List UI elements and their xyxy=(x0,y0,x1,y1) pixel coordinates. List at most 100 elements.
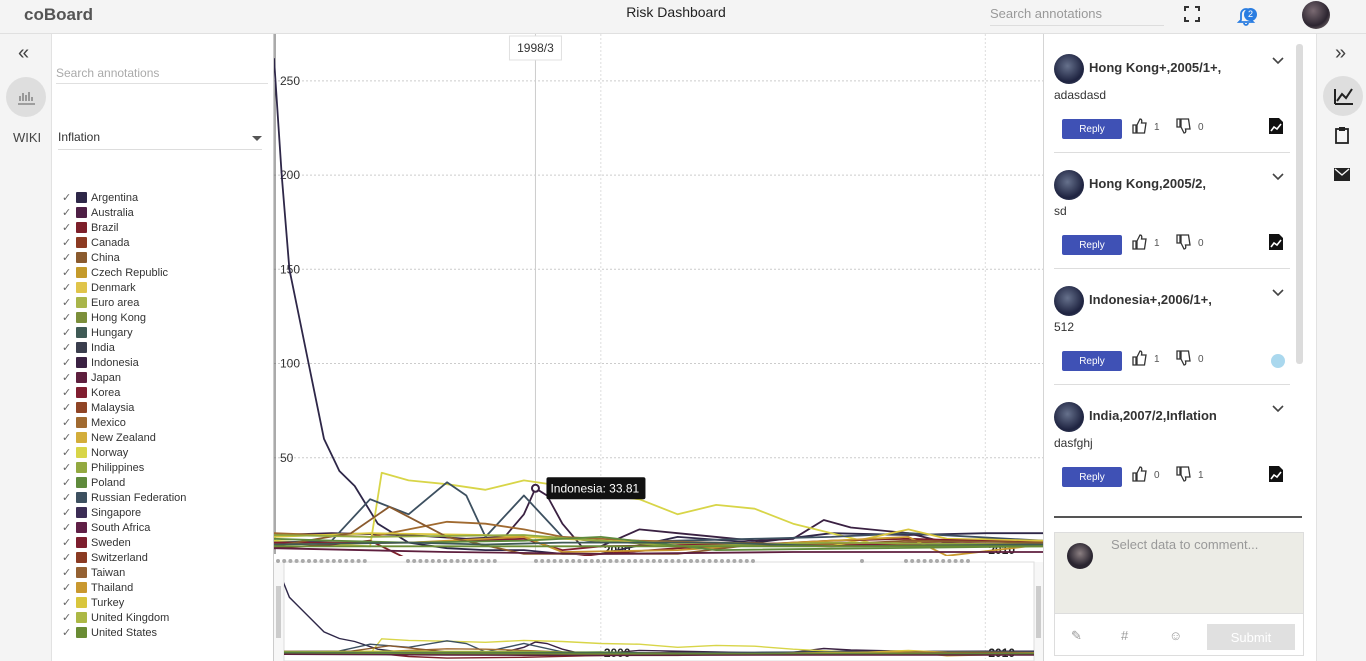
wiki-nav-link[interactable]: WIKI xyxy=(13,130,42,145)
checkmark-icon[interactable]: ✓ xyxy=(62,521,72,534)
chart-document-icon[interactable] xyxy=(1268,117,1284,135)
checkmark-icon[interactable]: ✓ xyxy=(62,401,72,414)
checkmark-icon[interactable]: ✓ xyxy=(62,206,72,219)
collapse-left-button[interactable]: « xyxy=(18,42,30,64)
checkmark-icon[interactable]: ✓ xyxy=(62,551,72,564)
country-item[interactable]: ✓ United States xyxy=(62,625,186,640)
country-item[interactable]: ✓ Malaysia xyxy=(62,400,186,415)
country-item[interactable]: ✓ Russian Federation xyxy=(62,490,186,505)
country-item[interactable]: ✓ Norway xyxy=(62,445,186,460)
thumbs-up-icon[interactable] xyxy=(1132,118,1148,134)
checkmark-icon[interactable]: ✓ xyxy=(62,461,72,474)
pencil-icon[interactable]: ✎ xyxy=(1071,628,1082,643)
checkmark-icon[interactable]: ✓ xyxy=(62,416,72,429)
checkmark-icon[interactable]: ✓ xyxy=(62,596,72,609)
checkmark-icon[interactable]: ✓ xyxy=(62,506,72,519)
comment-avatar[interactable] xyxy=(1054,54,1084,84)
hashtag-icon[interactable]: # xyxy=(1121,628,1129,643)
country-item[interactable]: ✓ Indonesia xyxy=(62,355,186,370)
mail-icon[interactable] xyxy=(1334,168,1350,181)
chart-document-icon[interactable] xyxy=(1268,233,1284,251)
checkmark-icon[interactable]: ✓ xyxy=(62,191,72,204)
checkmark-icon[interactable]: ✓ xyxy=(62,476,72,489)
comments-scrollbar[interactable] xyxy=(1296,44,1303,364)
country-item[interactable]: ✓ Japan xyxy=(62,370,186,385)
checkmark-icon[interactable]: ✓ xyxy=(62,491,72,504)
checkmark-icon[interactable]: ✓ xyxy=(62,386,72,399)
country-item[interactable]: ✓ Czech Republic xyxy=(62,265,186,280)
country-item[interactable]: ✓ Sweden xyxy=(62,535,186,550)
chevron-down-icon[interactable] xyxy=(1272,288,1284,298)
checkmark-icon[interactable]: ✓ xyxy=(62,371,72,384)
country-item[interactable]: ✓ United Kingdom xyxy=(62,610,186,625)
country-item[interactable]: ✓ China xyxy=(62,250,186,265)
country-item[interactable]: ✓ Canada xyxy=(62,235,186,250)
indicator-select[interactable]: Inflation xyxy=(58,130,262,150)
country-item[interactable]: ✓ Hungary xyxy=(62,325,186,340)
submit-button[interactable]: Submit xyxy=(1207,624,1295,650)
reply-button[interactable]: Reply xyxy=(1062,119,1122,139)
country-item[interactable]: ✓ Australia xyxy=(62,205,186,220)
country-item[interactable]: ✓ Korea xyxy=(62,385,186,400)
checkmark-icon[interactable]: ✓ xyxy=(62,281,72,294)
top-search-input[interactable] xyxy=(990,2,1164,26)
filter-search-input[interactable] xyxy=(56,62,268,84)
chart-nav-button[interactable] xyxy=(6,77,46,117)
app-logo[interactable]: coBoard xyxy=(24,5,93,24)
country-item[interactable]: ✓ India xyxy=(62,340,186,355)
checkmark-icon[interactable]: ✓ xyxy=(62,326,72,339)
comment-title[interactable]: Hong Kong+,2005/1+, xyxy=(1089,60,1222,75)
chart-document-icon[interactable] xyxy=(1268,465,1284,483)
checkmark-icon[interactable]: ✓ xyxy=(62,311,72,324)
country-item[interactable]: ✓ Mexico xyxy=(62,415,186,430)
emoji-icon[interactable]: ☺ xyxy=(1169,628,1183,643)
checkmark-icon[interactable]: ✓ xyxy=(62,221,72,234)
country-item[interactable]: ✓ Thailand xyxy=(62,580,186,595)
chart-annotations-button[interactable] xyxy=(1323,76,1363,116)
thumbs-up-icon[interactable] xyxy=(1132,466,1148,482)
checkmark-icon[interactable]: ✓ xyxy=(62,581,72,594)
reply-button[interactable]: Reply xyxy=(1062,467,1122,487)
country-item[interactable]: ✓ Poland xyxy=(62,475,186,490)
checkmark-icon[interactable]: ✓ xyxy=(62,566,72,579)
checkmark-icon[interactable]: ✓ xyxy=(62,431,72,444)
country-item[interactable]: ✓ Singapore xyxy=(62,505,186,520)
checkmark-icon[interactable]: ✓ xyxy=(62,236,72,249)
thumbs-up-icon[interactable] xyxy=(1132,350,1148,366)
checkmark-icon[interactable]: ✓ xyxy=(62,296,72,309)
chevron-down-icon[interactable] xyxy=(1272,404,1284,414)
country-item[interactable]: ✓ Switzerland xyxy=(62,550,186,565)
reply-button[interactable]: Reply xyxy=(1062,351,1122,371)
thumbs-down-icon[interactable] xyxy=(1176,118,1192,134)
checkmark-icon[interactable]: ✓ xyxy=(62,341,72,354)
country-item[interactable]: ✓ Hong Kong xyxy=(62,310,186,325)
user-avatar[interactable] xyxy=(1302,1,1330,29)
country-item[interactable]: ✓ Philippines xyxy=(62,460,186,475)
fullscreen-icon[interactable] xyxy=(1183,5,1201,23)
country-item[interactable]: ✓ Brazil xyxy=(62,220,186,235)
country-item[interactable]: ✓ South Africa xyxy=(62,520,186,535)
collapse-right-button[interactable]: » xyxy=(1335,42,1347,64)
thumbs-down-icon[interactable] xyxy=(1176,466,1192,482)
country-item[interactable]: ✓ Argentina xyxy=(62,190,186,205)
clipboard-icon[interactable] xyxy=(1334,126,1350,144)
checkmark-icon[interactable]: ✓ xyxy=(62,446,72,459)
country-item[interactable]: ✓ Taiwan xyxy=(62,565,186,580)
thumbs-down-icon[interactable] xyxy=(1176,234,1192,250)
comment-title[interactable]: India,2007/2,Inflation xyxy=(1089,408,1217,423)
checkmark-icon[interactable]: ✓ xyxy=(62,356,72,369)
thumbs-up-icon[interactable] xyxy=(1132,234,1148,250)
checkmark-icon[interactable]: ✓ xyxy=(62,251,72,264)
reply-button[interactable]: Reply xyxy=(1062,235,1122,255)
checkmark-icon[interactable]: ✓ xyxy=(62,266,72,279)
thumbs-down-icon[interactable] xyxy=(1176,350,1192,366)
chevron-down-icon[interactable] xyxy=(1272,172,1284,182)
chart-area[interactable]: 50 100 150 200 250 2000 2010 1998/3 Indonesia: 3… xyxy=(274,34,1043,661)
comment-avatar[interactable] xyxy=(1054,170,1084,200)
comment-title[interactable]: Hong Kong,2005/2, xyxy=(1089,176,1207,191)
checkmark-icon[interactable]: ✓ xyxy=(62,626,72,639)
country-item[interactable]: ✓ Denmark xyxy=(62,280,186,295)
checkmark-icon[interactable]: ✓ xyxy=(62,611,72,624)
country-item[interactable]: ✓ Euro area xyxy=(62,295,186,310)
